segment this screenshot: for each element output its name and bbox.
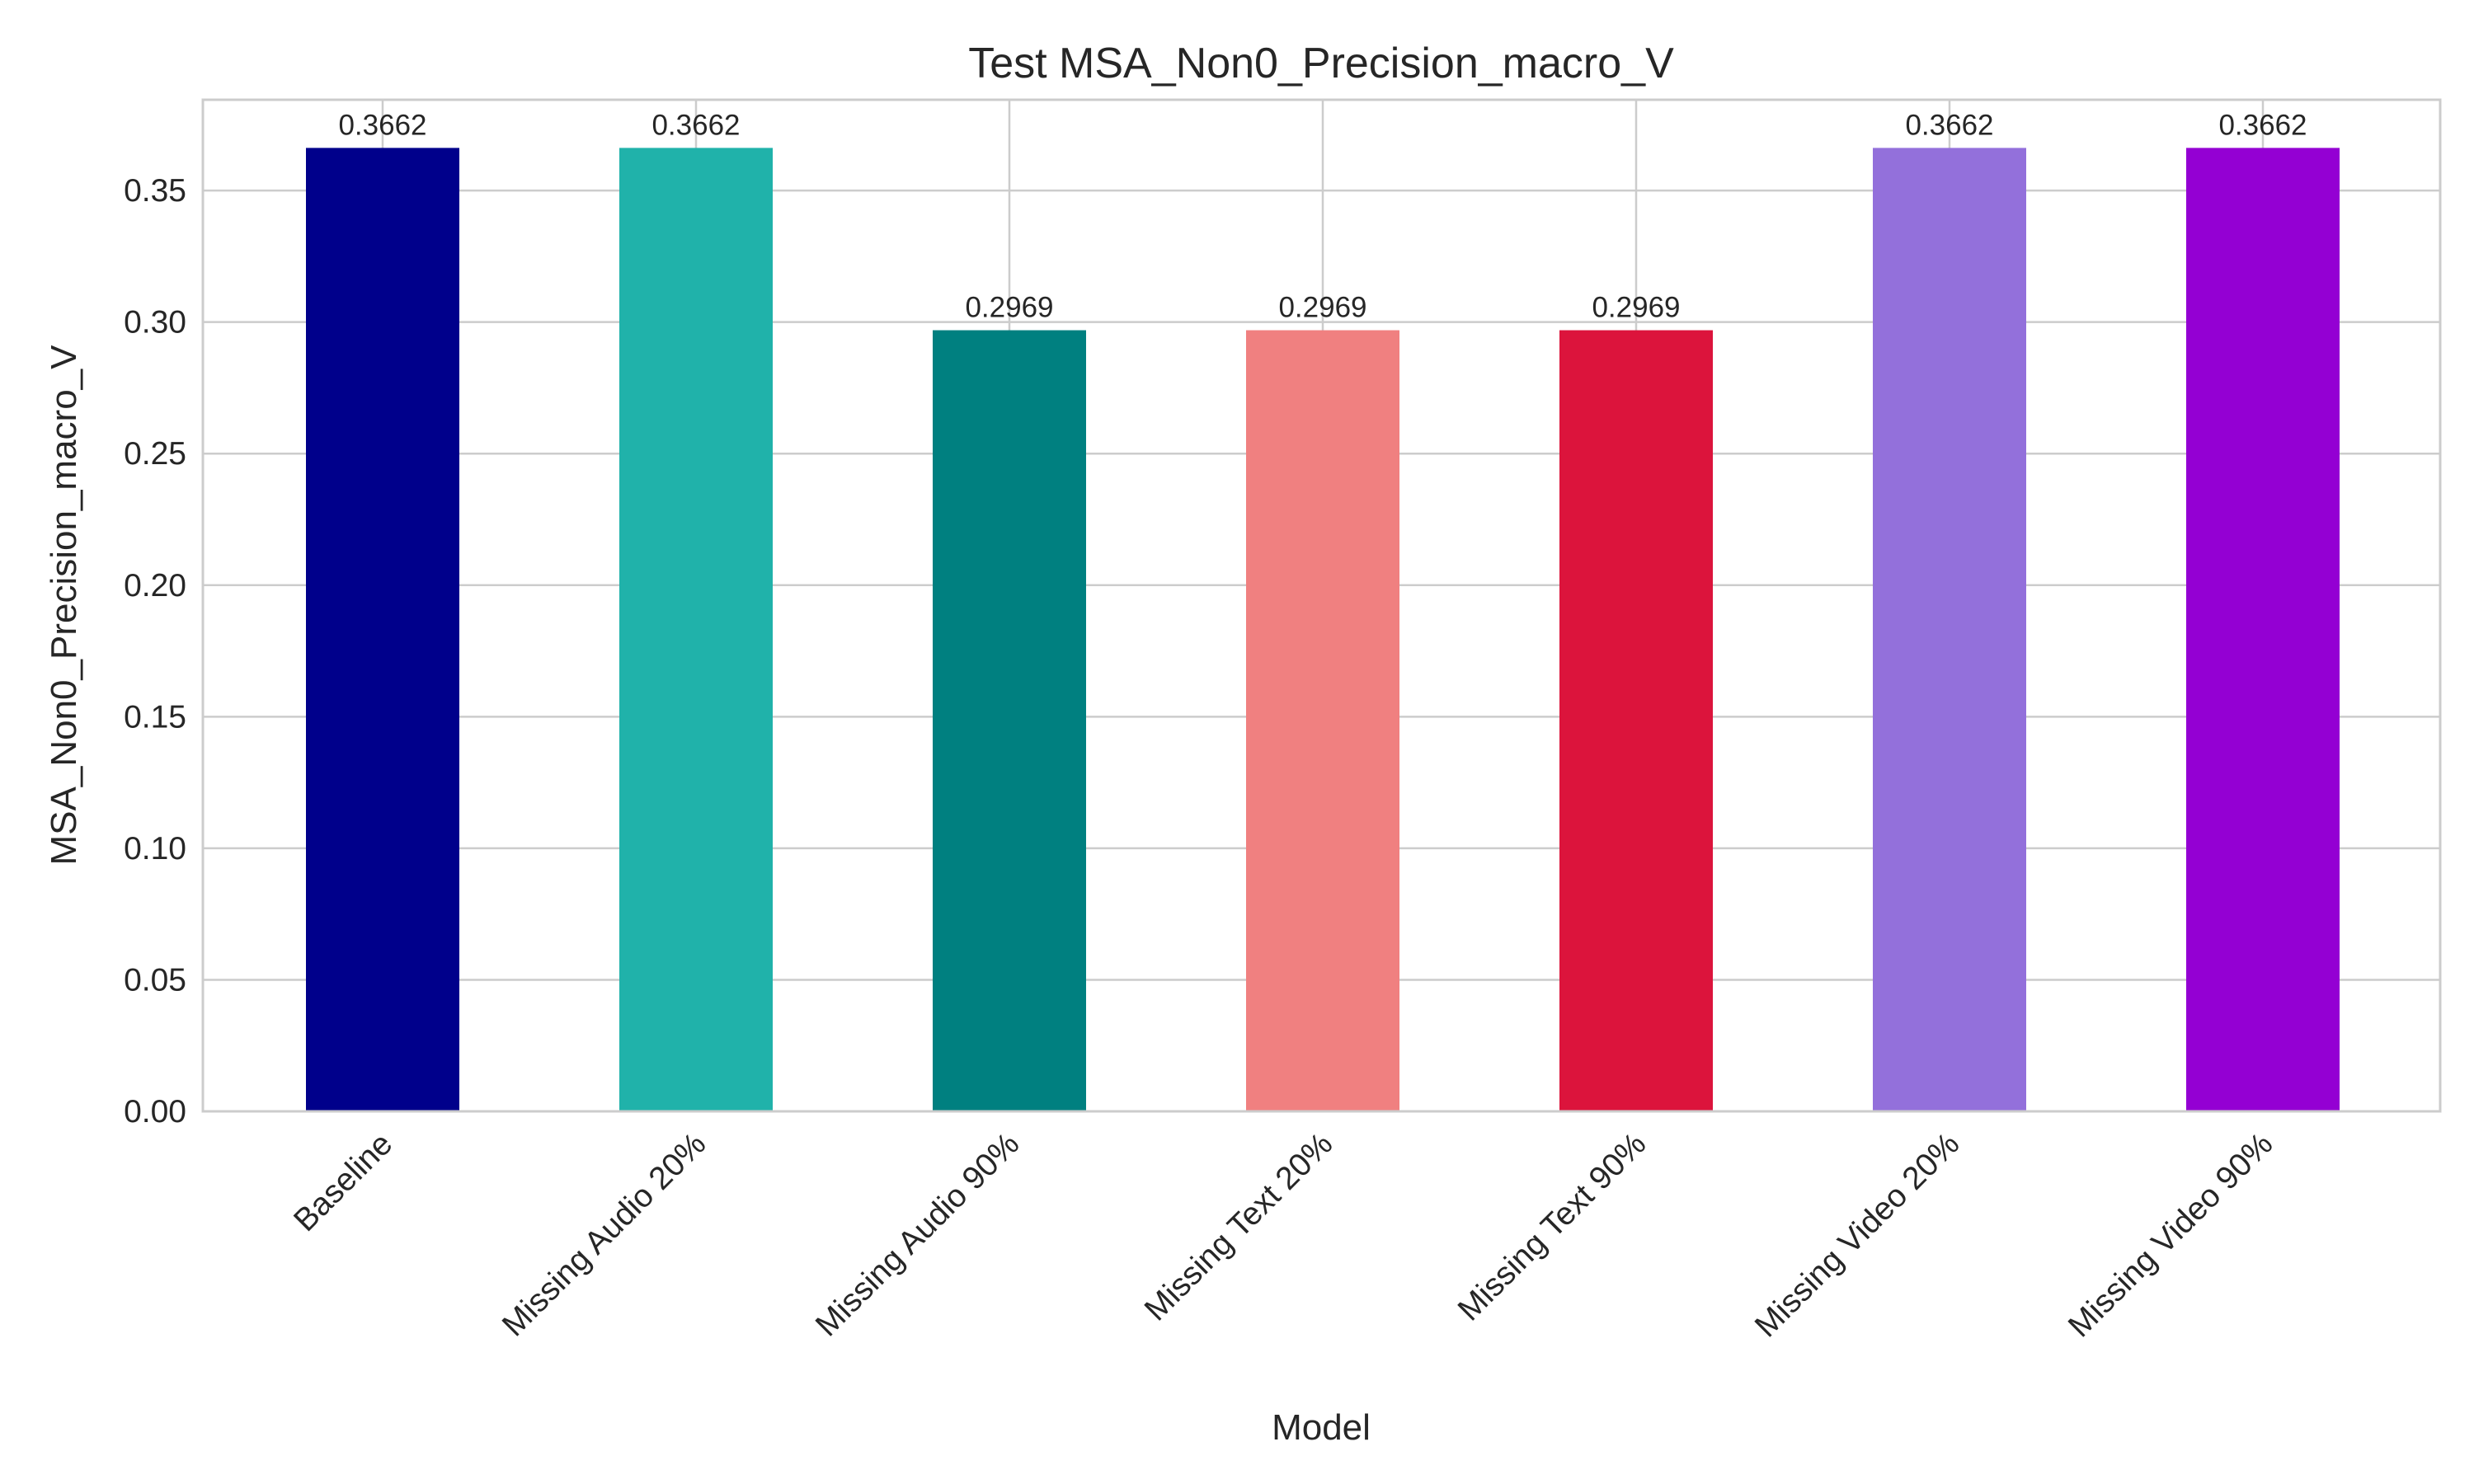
bar-value-label: 0.3662	[1905, 109, 1993, 141]
chart-title: Test MSA_Non0_Precision_macro_V	[968, 40, 1674, 87]
bar	[306, 148, 459, 1111]
bar-value-label: 0.3662	[338, 109, 426, 141]
y-tick-label: 0.30	[124, 305, 186, 340]
y-tick-label: 0.25	[124, 436, 186, 472]
y-axis-title: MSA_Non0_Precision_macro_V	[44, 345, 84, 866]
bar	[619, 148, 773, 1111]
bar-value-label: 0.2969	[1278, 292, 1366, 324]
plot-frame	[201, 98, 2442, 1113]
data-label-layer: 0.3662 0.3662 0.2969 0.2969 0.2969 0.3662 0.36…	[338, 109, 2307, 323]
bar	[1873, 148, 2026, 1111]
bar-value-label: 0.3662	[2218, 109, 2307, 141]
x-tick-label: Missing Audio 90%	[809, 1126, 1026, 1343]
x-tick-label: Baseline	[287, 1126, 399, 1238]
y-tick-layer: 0.00 0.05 0.10 0.15 0.20 0.25 0.30 0.35	[124, 173, 186, 1129]
x-tick-label: Missing Text 90%	[1451, 1126, 1653, 1327]
x-tick-label: Missing Text 20%	[1138, 1126, 1339, 1327]
bar-value-label: 0.2969	[1592, 292, 1680, 324]
bar-value-label: 0.3662	[651, 109, 740, 141]
y-tick-label: 0.35	[124, 173, 186, 209]
x-tick-label: Missing Audio 20%	[496, 1126, 713, 1343]
x-tick-layer: Baseline Missing Audio 20% Missing Audio 9…	[287, 1126, 2279, 1344]
x-tick-label: Missing Video 20%	[1748, 1126, 1966, 1344]
bar-value-label: 0.2969	[965, 292, 1053, 324]
bar	[933, 330, 1086, 1111]
x-axis-title: Model	[1272, 1407, 1371, 1448]
bar	[1246, 330, 1399, 1111]
y-tick-label: 0.20	[124, 568, 186, 603]
y-tick-label: 0.15	[124, 699, 186, 735]
bar	[2186, 148, 2340, 1111]
y-tick-label: 0.10	[124, 831, 186, 866]
y-tick-label: 0.05	[124, 962, 186, 998]
bar-layer	[306, 148, 2340, 1111]
bar	[1559, 330, 1713, 1111]
y-tick-label: 0.00	[124, 1094, 186, 1129]
x-tick-label: Missing Video 90%	[2062, 1126, 2279, 1344]
